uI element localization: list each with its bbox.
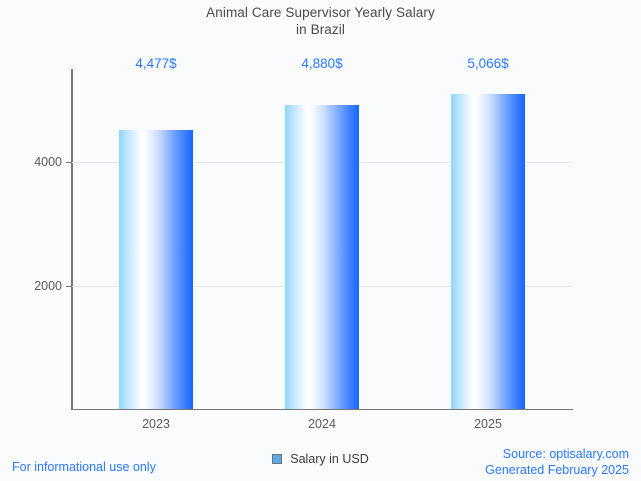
generated-date-line: Generated February 2025 xyxy=(485,463,629,477)
x-tick-label-2025: 2025 xyxy=(474,417,502,431)
bar-2025[interactable] xyxy=(451,94,525,409)
chart-title-line-2: in Brazil xyxy=(296,22,345,37)
value-label-2023: 4,477$ xyxy=(135,56,177,71)
value-label-2024: 4,880$ xyxy=(301,56,343,71)
y-tick-label-2000: 2000 xyxy=(34,279,62,293)
source-attribution: Source: optisalary.com Generated Februar… xyxy=(485,446,629,478)
y-tick-mark-4000 xyxy=(66,161,72,163)
y-tick-label-4000: 4000 xyxy=(34,155,62,169)
disclaimer-text: For informational use only xyxy=(12,460,156,474)
x-axis-line xyxy=(71,408,573,410)
chart-legend[interactable]: Salary in USD xyxy=(0,452,641,466)
y-axis-tick-labels: 4000 2000 xyxy=(10,0,62,481)
source-line: Source: optisalary.com xyxy=(502,447,629,461)
chart-title-line-1: Animal Care Supervisor Yearly Salary xyxy=(206,5,435,20)
legend-swatch-icon xyxy=(272,454,283,464)
x-tick-label-2023: 2023 xyxy=(142,417,170,431)
legend-label-salary-in-usd: Salary in USD xyxy=(290,452,369,466)
value-label-2025: 5,066$ xyxy=(467,56,509,71)
y-axis-line xyxy=(71,69,73,410)
y-tick-mark-2000 xyxy=(66,285,72,287)
chart-title: Animal Care Supervisor Yearly Salary in … xyxy=(0,4,641,38)
bar-2024[interactable] xyxy=(285,105,359,409)
plot-area xyxy=(72,70,572,409)
bar-2023[interactable] xyxy=(119,130,193,409)
x-tick-label-2024: 2024 xyxy=(308,417,336,431)
